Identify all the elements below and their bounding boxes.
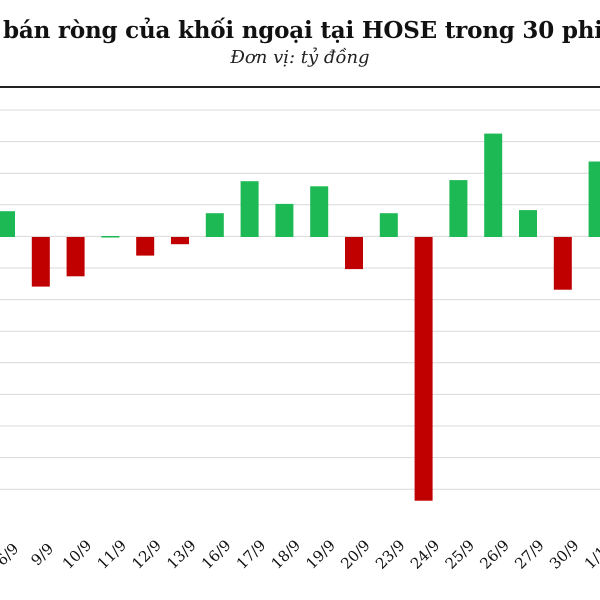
bar-24/9 — [414, 237, 433, 501]
gridlines — [0, 109, 600, 490]
x-tick-label: 19/9 — [302, 536, 339, 573]
x-tick-label: 26/9 — [476, 536, 513, 573]
x-tick-label: 24/9 — [407, 536, 444, 573]
bar-30/9 — [553, 237, 572, 290]
bar-9/9 — [31, 237, 50, 287]
bar-20/9 — [345, 237, 363, 270]
bar-12/9 — [136, 237, 155, 256]
x-tick-label: 23/9 — [372, 536, 409, 573]
chart-header: bán ròng của khối ngoại tại HOSE trong 3… — [0, 0, 600, 86]
bar-10/9 — [66, 237, 85, 277]
x-tick-label: 12/9 — [128, 536, 165, 573]
x-tick-label: 10/9 — [59, 536, 96, 573]
bar-17/9 — [240, 181, 259, 237]
x-tick-label: 16/9 — [198, 536, 235, 573]
bar-27/9 — [519, 210, 537, 237]
x-tick-label: 30/9 — [546, 536, 583, 573]
x-tick-label: 9/9 — [27, 540, 57, 570]
x-tick-labels: 6/9 9/9 10/911/912/913/916/917/918/919/920… — [0, 536, 600, 573]
bar-1/10 — [588, 161, 600, 237]
bar-26/9 — [484, 133, 503, 237]
chart-title: bán ròng của khối ngoại tại HOSE trong 3… — [3, 17, 600, 44]
bar-11/9 — [101, 236, 120, 238]
x-tick-label: 13/9 — [163, 536, 200, 573]
x-tick-label: 17/9 — [233, 536, 270, 573]
bar-19/9 — [310, 186, 329, 237]
bar-13/9 — [171, 237, 189, 245]
bars — [0, 133, 600, 501]
bar-25/9 — [449, 180, 468, 237]
x-tick-label: 27/9 — [511, 536, 548, 573]
x-tick-label: 25/9 — [442, 536, 479, 573]
x-tick-label: 11/9 — [94, 536, 131, 573]
title-divider — [0, 86, 600, 88]
bar-6/9 — [0, 211, 15, 237]
x-tick-label: 6/9 — [0, 540, 22, 570]
x-tick-label: 1/10 — [581, 536, 600, 573]
x-tick-label: 20/9 — [337, 536, 374, 573]
bar-23/9 — [379, 213, 398, 237]
chart-subtitle: Đơn vị: tỷ đồng — [230, 47, 370, 68]
bar-18/9 — [275, 203, 294, 237]
x-tick-label: 18/9 — [268, 536, 305, 573]
bar-16/9 — [205, 213, 224, 237]
